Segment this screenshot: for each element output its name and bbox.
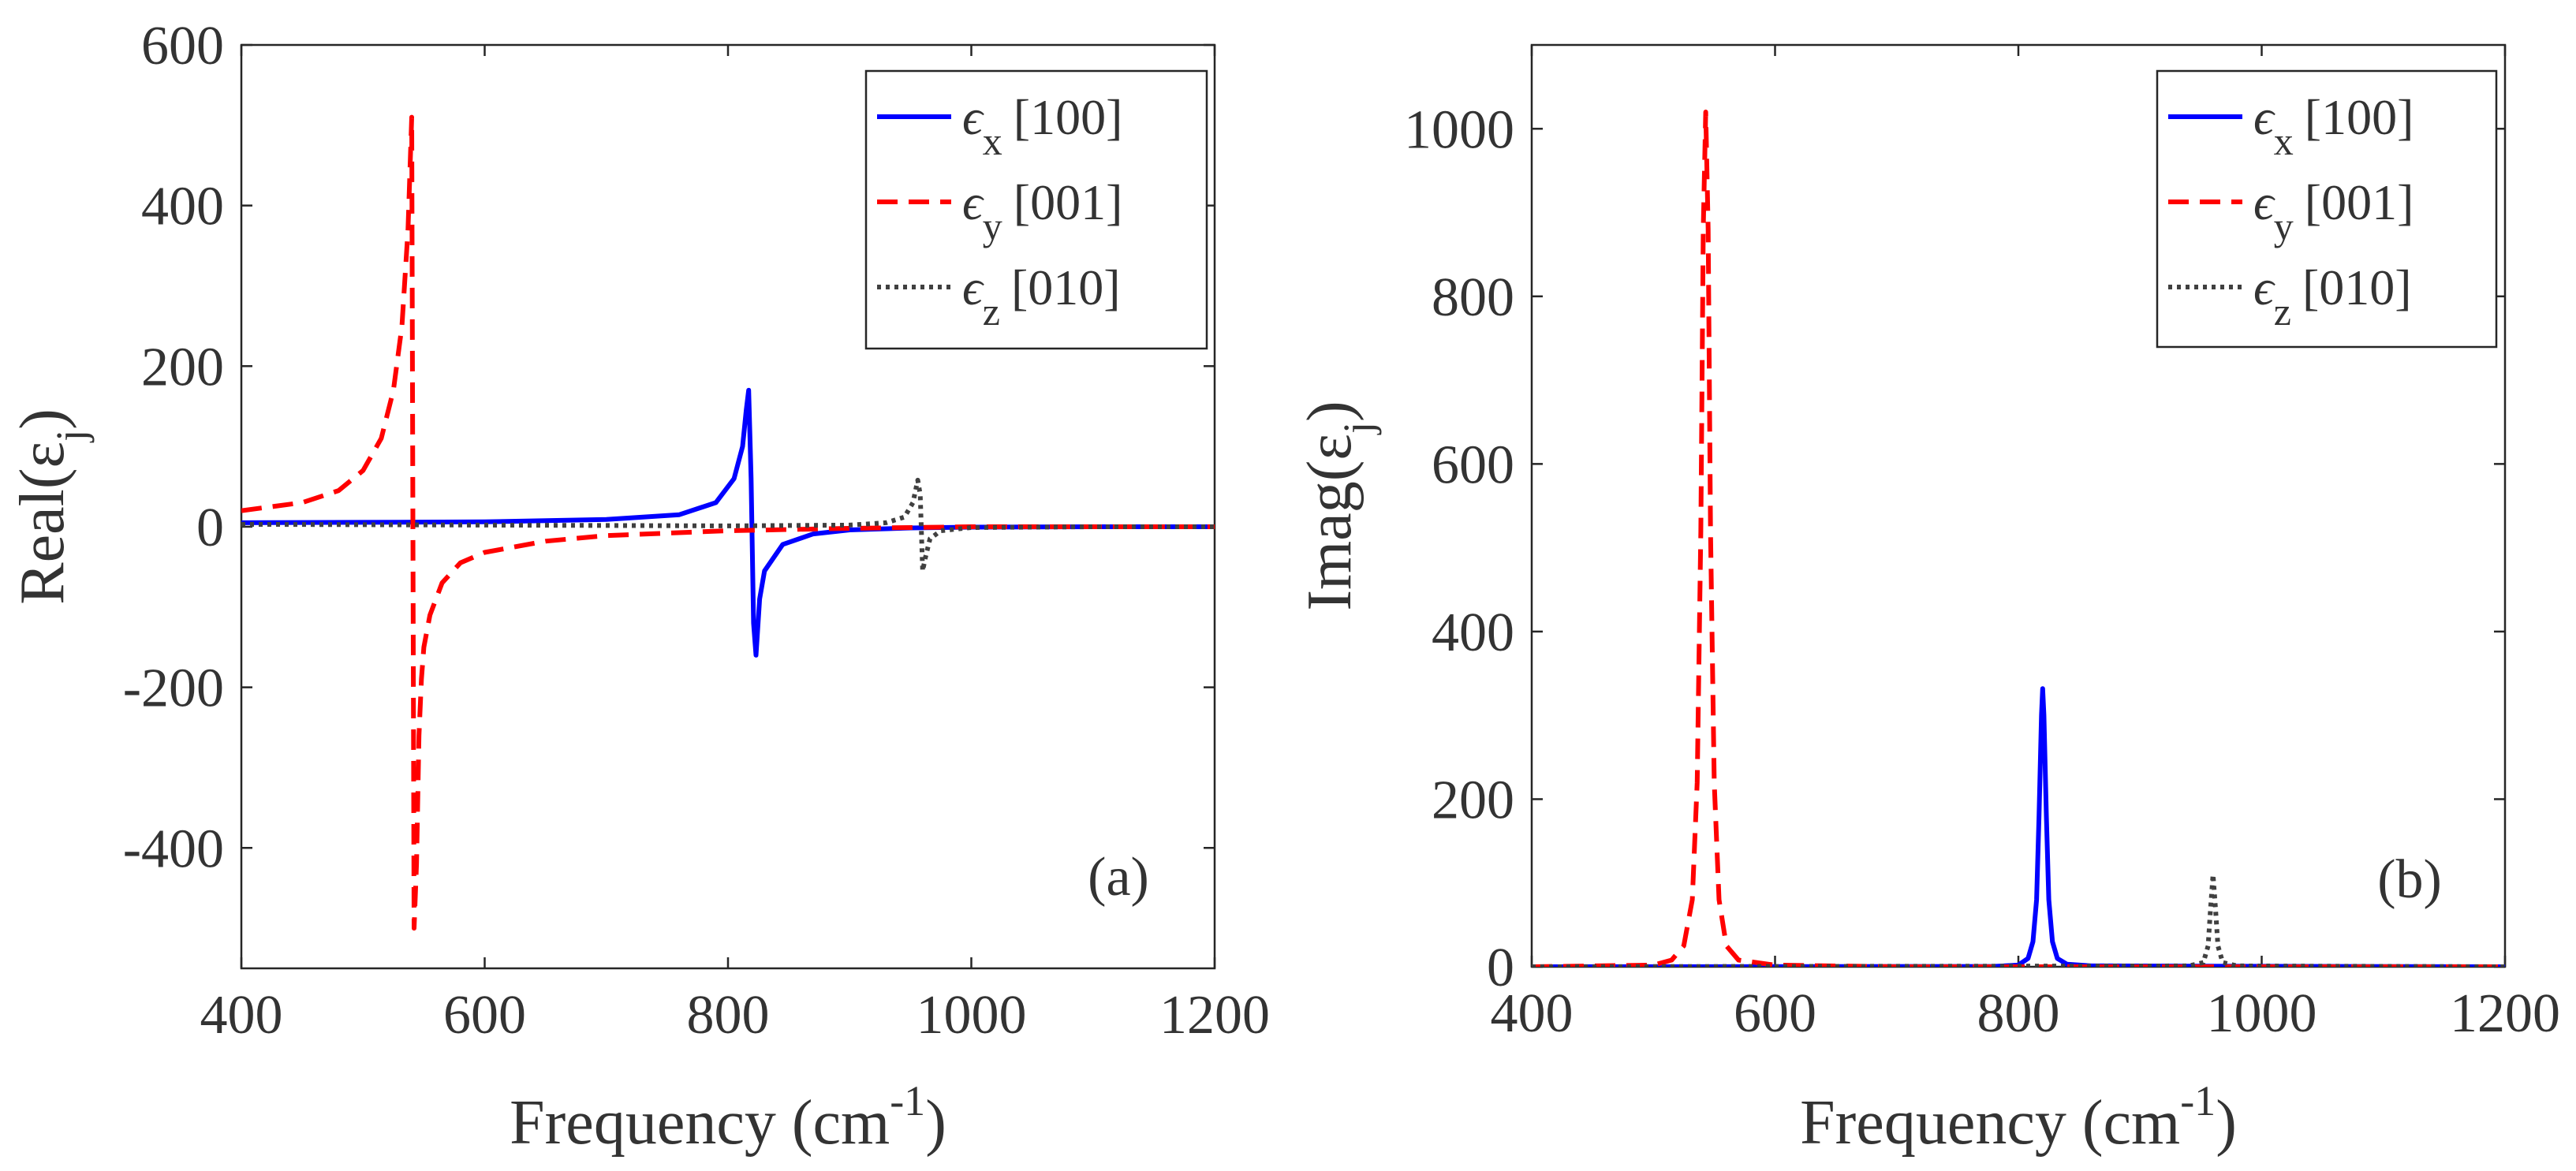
panel-label: (a) bbox=[1088, 847, 1149, 908]
y-tick-label: 200 bbox=[1432, 770, 1514, 830]
series-line-z bbox=[241, 477, 1215, 573]
series-group bbox=[1532, 110, 2505, 967]
x-tick-label: 1000 bbox=[2207, 983, 2317, 1044]
y-tick-label: 200 bbox=[141, 337, 224, 397]
y-tick-label: -200 bbox=[123, 658, 224, 719]
legend-label-x: ϵx [100] bbox=[962, 89, 1122, 163]
y-tick-label: 0 bbox=[196, 498, 224, 558]
x-tick-label: 600 bbox=[1734, 983, 1816, 1044]
x-tick-label: 1000 bbox=[917, 985, 1027, 1046]
y-tick-label: 1000 bbox=[1404, 99, 1514, 160]
series-line-x bbox=[241, 387, 1215, 658]
series-line-y bbox=[1532, 110, 2505, 967]
y-tick-label: 400 bbox=[141, 177, 224, 237]
legend-label-x: ϵx [100] bbox=[2253, 89, 2414, 163]
x-tick-label: 800 bbox=[1977, 983, 2060, 1044]
y-tick-label: 400 bbox=[1432, 602, 1514, 663]
y-tick-label: -400 bbox=[123, 819, 224, 879]
y-tick-label: 600 bbox=[1432, 434, 1514, 495]
y-tick-label: 0 bbox=[1487, 938, 1514, 998]
y-tick-label: 800 bbox=[1432, 267, 1514, 328]
x-axis-label: Frequency (cm-1) bbox=[1800, 1077, 2237, 1158]
x-tick-label: 800 bbox=[687, 985, 770, 1046]
chart-panel-b: 400 600 800 1000 1200 0 200 400 600 800 1000 ϵx [100… bbox=[1295, 43, 2560, 1158]
y-tick-label: 600 bbox=[141, 16, 224, 76]
x-tick-label: 600 bbox=[443, 985, 526, 1046]
legend-label-y: ϵy [001] bbox=[962, 174, 1122, 248]
x-tick-label: 400 bbox=[1491, 983, 1574, 1044]
x-tick-label: 1200 bbox=[2450, 983, 2560, 1044]
y-axis-label: Imag(εj) bbox=[1295, 401, 1382, 610]
series-line-z bbox=[1532, 872, 2505, 967]
x-tick-label: 400 bbox=[200, 985, 283, 1046]
series-group bbox=[241, 114, 1215, 931]
legend: ϵx [100] ϵy [001] ϵz [010] bbox=[2156, 69, 2498, 349]
series-line-x bbox=[1532, 686, 2505, 967]
legend: ϵx [100] ϵy [001] ϵz [010] bbox=[864, 69, 1208, 350]
legend-label-y: ϵy [001] bbox=[2253, 174, 2414, 248]
legend-label-z: ϵz [010] bbox=[2253, 259, 2412, 334]
x-tick-label: 1200 bbox=[1159, 985, 1270, 1046]
x-axis-label: Frequency (cm-1) bbox=[510, 1077, 946, 1158]
panel-label: (b) bbox=[2377, 849, 2442, 910]
legend-label-z: ϵz [010] bbox=[962, 259, 1121, 334]
chart-panel-a: 400 600 800 1000 1200 -400 -200 0 200 400 600 ϵx [10… bbox=[8, 16, 1270, 1158]
series-line-y bbox=[241, 114, 1215, 931]
y-axis-label: Real(εj) bbox=[8, 408, 95, 605]
